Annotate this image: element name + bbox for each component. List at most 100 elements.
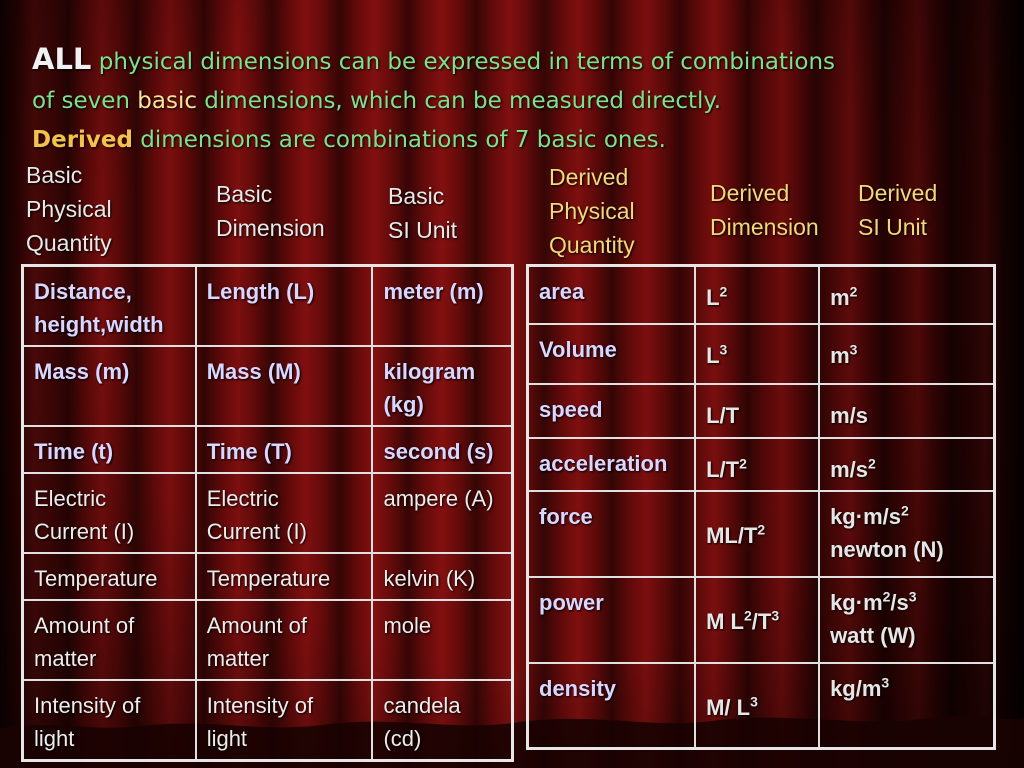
cell-text: ML/T (706, 523, 758, 548)
header-basic-si-unit: Basic SI Unit (388, 179, 457, 247)
table-row: Time (t) Time (T) second (s) (21, 425, 514, 474)
cell-text: matter (206, 646, 270, 671)
exponent: 2 (882, 588, 891, 605)
exponent: 3 (849, 341, 858, 358)
cell-quantity: Time (t) (21, 425, 197, 474)
exponent: 2 (739, 455, 747, 472)
cell-quantity: Amount of matter (21, 599, 197, 681)
table-row: acceleration L/T2 m/s2 (526, 436, 996, 492)
header-line: Quantity (549, 232, 635, 258)
cell-quantity: Temperature (21, 552, 197, 601)
exponent: 2 (743, 607, 752, 624)
cell-dimension: Length (L) (194, 264, 374, 347)
cell-line: kg·m/s2 (830, 500, 983, 533)
cell-text: kilogram (383, 359, 476, 384)
cell-line: m2 (830, 281, 983, 314)
cell-text: M L (706, 609, 744, 634)
cell-quantity: Electric Current (I) (21, 472, 197, 554)
header-basic-physical-quantity: Basic Physical Quantity (26, 158, 112, 260)
cell-text: light (34, 726, 75, 751)
cell-unit: second (s) (371, 425, 514, 474)
table-row: Electric Current (I) Electric Current (I) am… (21, 472, 514, 554)
cell-unit: kg·m/s2 newton (N) (818, 489, 996, 578)
table-row: area L2 m2 (526, 264, 996, 325)
cell-unit: m2 (818, 264, 996, 325)
cell-quantity: force (526, 489, 697, 578)
cell-line: kg/m3 (830, 672, 983, 705)
cell-line: m/s (830, 399, 983, 432)
cell-dimension: L/T2 (694, 436, 821, 492)
heading-line-3-text: dimensions are combinations of 7 basic o… (132, 127, 666, 153)
table-row: power M L2/T3 kg·m2/s3 watt (W) (526, 575, 996, 664)
table-row: Distance, height,width Length (L) meter (m) (21, 264, 514, 347)
exponent: 2 (900, 502, 909, 519)
cell-unit: m/s (818, 382, 996, 439)
slide-heading: ALL physical dimensions can be expressed… (32, 40, 932, 160)
cell-quantity: acceleration (526, 436, 697, 492)
cell-line: kg·m2/s3 (830, 586, 983, 619)
table-row: Intensity of light Intensity of light candel… (21, 679, 514, 762)
cell-quantity: Volume (526, 322, 697, 385)
table-row: speed L/T m/s (526, 382, 996, 439)
heading-line-2-pre: of seven (32, 88, 138, 114)
basic-dimensions-table: Distance, height,width Length (L) meter (m)… (21, 264, 514, 762)
cell-quantity: speed (526, 382, 697, 439)
header-basic-dimension: Basic Dimension (216, 177, 325, 245)
cell-text: L/T (706, 402, 740, 428)
cell-text: L (706, 342, 720, 368)
header-derived-physical-quantity: Derived Physical Quantity (549, 160, 635, 262)
cell-text: M/ L (706, 694, 751, 720)
exponent: 2 (849, 283, 858, 300)
cell-unit: mole (371, 599, 514, 681)
table-row: Temperature Temperature kelvin (K) (21, 552, 514, 601)
cell-text: ampere (A) (383, 486, 494, 511)
header-line: SI Unit (388, 217, 458, 243)
cell-unit: kg·m2/s3 watt (W) (818, 575, 996, 664)
cell-unit: meter (m) (371, 264, 514, 347)
cell-text: Amount of (34, 613, 135, 638)
cell-dimension: Mass (M) (194, 345, 374, 427)
cell-dimension: M/ L3 (694, 661, 821, 750)
header-line: Basic (216, 181, 273, 207)
heading-line-3: Derived dimensions are combinations of 7… (32, 121, 932, 160)
header-line: SI Unit (858, 214, 928, 240)
cell-text: Time (T) (206, 439, 292, 464)
cell-unit: kg/m3 (818, 661, 996, 750)
cell-unit: candela (cd) (371, 679, 514, 762)
heading-basic-word: basic (137, 88, 197, 114)
cell-text: watt (W) (830, 622, 916, 648)
cell-quantity: area (526, 264, 697, 325)
cell-dimension: L2 (694, 264, 821, 325)
header-line: Physical (549, 198, 635, 224)
header-line: Quantity (26, 230, 112, 256)
cell-dimension: Intensity of light (194, 679, 374, 762)
cell-text: newton (N) (830, 536, 944, 562)
cell-text: Length (L) (206, 279, 315, 304)
cell-dimension: M L2/T3 (694, 575, 821, 664)
cell-text: Mass (M) (206, 359, 301, 384)
cell-text: m/s (830, 456, 868, 482)
cell-text: Current (I) (206, 519, 307, 544)
table-row: Mass (m) Mass (M) kilogram (kg) (21, 345, 514, 427)
cell-dimension: Temperature (194, 552, 374, 601)
cell-quantity: power (526, 575, 697, 664)
cell-text: kg/m (830, 675, 882, 701)
header-derived-dimension: Derived Dimension (710, 176, 819, 244)
cell-text: Electric (206, 486, 279, 511)
cell-text: m (830, 285, 850, 310)
cell-text: m/s (830, 402, 868, 428)
header-line: Basic (26, 162, 83, 188)
cell-unit: m3 (818, 322, 996, 385)
cell-dimension: L3 (694, 322, 821, 385)
header-line: Dimension (216, 215, 325, 241)
cell-text: light (206, 726, 248, 751)
cell-text: mole (383, 613, 432, 638)
cell-text: Intensity of (206, 693, 314, 718)
heading-derived-word: Derived (32, 127, 133, 153)
header-line: Derived (858, 180, 938, 206)
cell-text: meter (m) (383, 279, 484, 304)
cell-unit: m/s2 (818, 436, 996, 492)
header-line: Derived (710, 180, 790, 206)
cell-text: height,width (34, 312, 164, 337)
cell-text: matter (34, 646, 97, 671)
